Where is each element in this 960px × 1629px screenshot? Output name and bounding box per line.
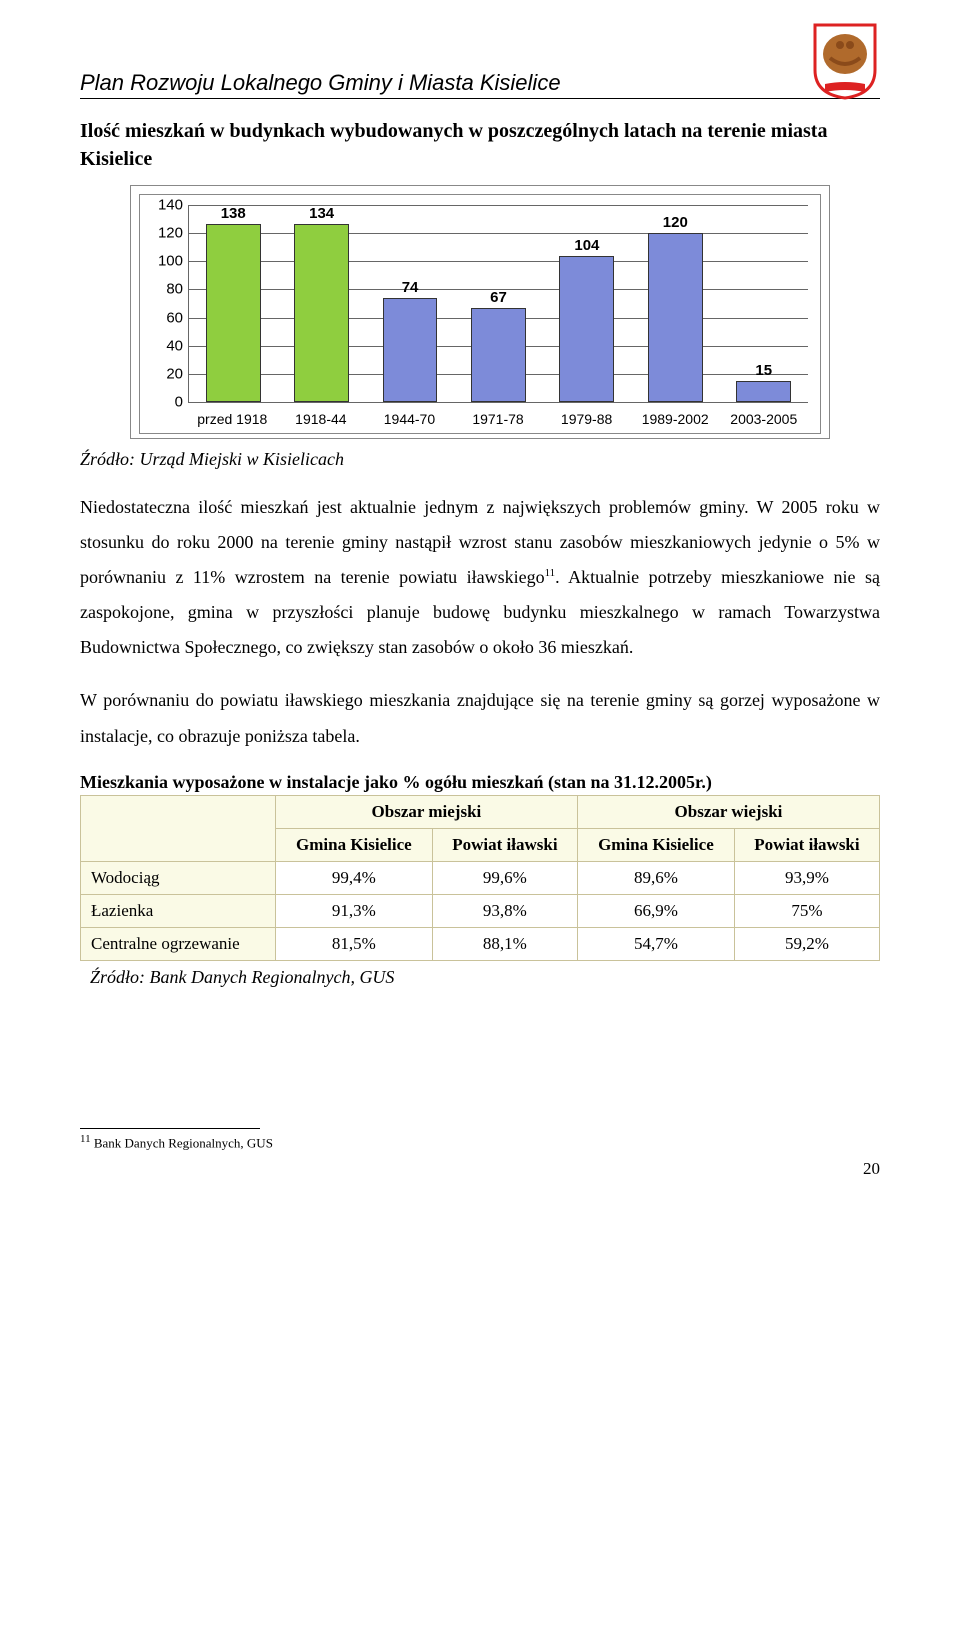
table-group-header-row: Obszar miejski Obszar wiejski [81,795,880,828]
gridline [189,402,808,403]
footnote: 11 Bank Danych Regionalnych, GUS [80,1133,880,1151]
subhead-1: Powiat iławski [432,828,577,861]
header-title: Plan Rozwoju Lokalnego Gminy i Miasta Ki… [80,70,798,96]
row-label: Centralne ogrzewanie [81,927,276,960]
bar-value-label: 74 [402,279,419,296]
y-tick-label: 0 [149,394,183,411]
bar-slot: 15 [720,205,808,402]
bar-slot: 74 [366,205,454,402]
table-row: Wodociąg99,4%99,6%89,6%93,9% [81,861,880,894]
chart-container: 0 20 40 60 80 100 120 140 138 134 74 67 104 120 15 prz… [130,185,830,439]
table-cell: 66,9% [577,894,734,927]
table-cell: 54,7% [577,927,734,960]
bar-slot: 138 [189,205,277,402]
table-cell: 59,2% [734,927,879,960]
footnote-ref: 11 [545,567,556,579]
table-cell: 75% [734,894,879,927]
bar-value-label: 15 [755,362,772,379]
table-cell: 91,3% [275,894,432,927]
bar [294,224,349,402]
footnote-separator [80,1128,260,1129]
row-label: Łazienka [81,894,276,927]
y-tick-label: 80 [149,281,183,298]
bar-value-label: 104 [574,237,599,254]
table-cell: 88,1% [432,927,577,960]
row-label: Wodociąg [81,861,276,894]
x-axis-label: 2003-2005 [719,411,808,427]
table-source: Źródło: Bank Danych Regionalnych, GUS [90,967,880,988]
subhead-0: Gmina Kisielice [275,828,432,861]
table-row: Centralne ogrzewanie81,5%88,1%54,7%59,2% [81,927,880,960]
y-tick-label: 40 [149,337,183,354]
bar-value-label: 138 [221,205,246,222]
crest-icon [810,20,880,100]
bar-slot: 134 [277,205,365,402]
group-header-rural: Obszar wiejski [577,795,879,828]
y-tick-label: 20 [149,365,183,382]
bar [206,224,261,402]
chart-heading: Ilość mieszkań w budynkach wybudowanych … [80,117,880,173]
footnote-text: Bank Danych Regionalnych, GUS [94,1135,273,1150]
x-axis-label: 1971-78 [454,411,543,427]
bar [736,381,791,402]
x-axis-label: przed 1918 [188,411,277,427]
paragraph-2: W porównaniu do powiatu iławskiego miesz… [80,683,880,753]
bar [383,298,438,402]
chart-plot: 0 20 40 60 80 100 120 140 138 134 74 67 104 120 15 prz… [139,194,821,434]
page-header: Plan Rozwoju Lokalnego Gminy i Miasta Ki… [80,20,880,99]
bar [559,256,614,402]
paragraph-1: Niedostateczna ilość mieszkań jest aktua… [80,490,880,665]
x-axis-label: 1944-70 [365,411,454,427]
y-tick-label: 60 [149,309,183,326]
bar-slot: 67 [454,205,542,402]
y-tick-label: 120 [149,225,183,242]
x-axis-label: 1989-2002 [631,411,720,427]
page-number: 20 [80,1159,880,1179]
bar [648,233,703,402]
table-cell: 93,8% [432,894,577,927]
group-header-urban: Obszar miejski [275,795,577,828]
table-cell: 99,4% [275,861,432,894]
table-cell: 93,9% [734,861,879,894]
subhead-3: Powiat iławski [734,828,879,861]
bar-value-label: 67 [490,289,507,306]
installations-table: Obszar miejski Obszar wiejski Gmina Kisi… [80,795,880,961]
subhead-2: Gmina Kisielice [577,828,734,861]
table-title: Mieszkania wyposażone w instalacje jako … [80,772,880,793]
y-tick-label: 100 [149,253,183,270]
bar-slot: 104 [543,205,631,402]
bar-value-label: 134 [309,205,334,222]
table-cell: 89,6% [577,861,734,894]
footnote-num: 11 [80,1133,91,1145]
chart-source: Źródło: Urząd Miejski w Kisielicach [80,449,880,470]
table-cell: 81,5% [275,927,432,960]
table-row: Łazienka91,3%93,8%66,9%75% [81,894,880,927]
x-axis-label: 1918-44 [277,411,366,427]
y-tick-label: 140 [149,197,183,214]
table-cell: 99,6% [432,861,577,894]
bar-slot: 120 [631,205,719,402]
bar [471,308,526,402]
bar-value-label: 120 [663,214,688,231]
x-axis-label: 1979-88 [542,411,631,427]
bars-row: 138 134 74 67 104 120 15 [189,205,808,402]
table-corner [81,795,276,861]
